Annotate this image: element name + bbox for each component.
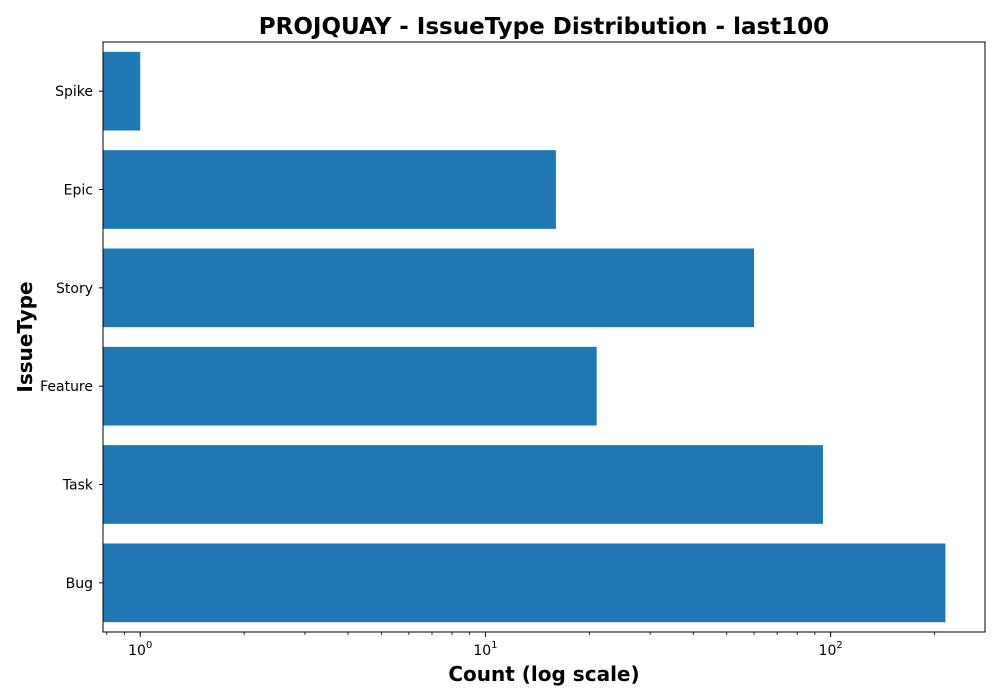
y-tick-label: Epic bbox=[64, 183, 93, 199]
y-tick-label: Spike bbox=[55, 84, 93, 100]
x-tick-label: 102 bbox=[819, 640, 843, 659]
x-tick-label: 101 bbox=[473, 640, 497, 659]
y-axis-ticks: Spike Epic Story Feature Task Bug bbox=[40, 84, 103, 592]
y-tick-label: Story bbox=[56, 281, 93, 297]
plot-frame bbox=[102, 41, 986, 633]
bar-spike bbox=[103, 51, 141, 131]
y-tick-label: Feature bbox=[40, 379, 93, 395]
bar-epic bbox=[103, 150, 556, 229]
y-axis-label: IssueType bbox=[13, 281, 37, 392]
bars-layer bbox=[103, 51, 946, 623]
bar-story bbox=[103, 248, 755, 328]
y-tick-label: Bug bbox=[66, 576, 93, 592]
x-tick-label: 100 bbox=[128, 640, 152, 659]
x-axis-label: Count (log scale) bbox=[448, 662, 639, 686]
bar-feature bbox=[103, 346, 597, 426]
chart-title: PROJQUAY - IssueType Distribution - last… bbox=[259, 14, 829, 40]
x-axis-ticks: 100 101 102 bbox=[106, 632, 935, 659]
y-tick-label: Task bbox=[62, 478, 94, 494]
bar-task bbox=[103, 445, 823, 524]
bar-bug bbox=[103, 543, 946, 623]
